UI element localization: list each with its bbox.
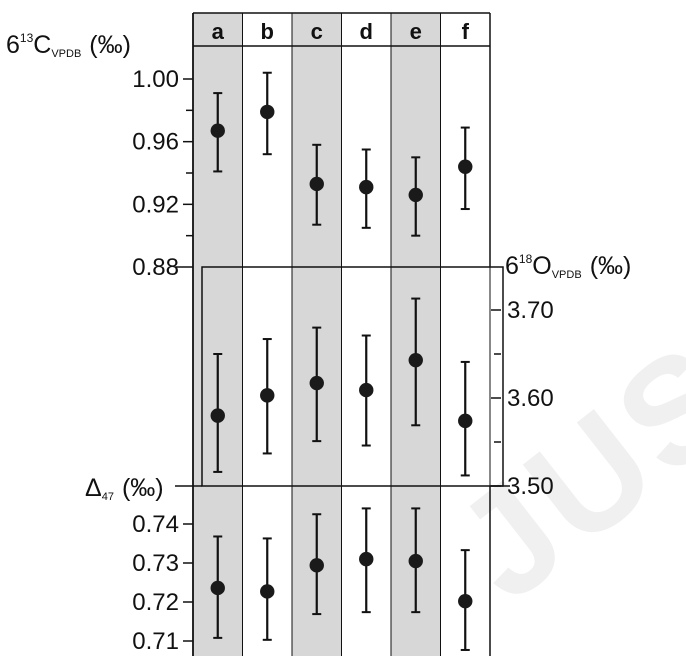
data-point: [210, 123, 225, 138]
column-label-c: c: [311, 19, 323, 44]
y-tick-label: 0.72: [132, 589, 179, 616]
axis-label-symbol: 6: [6, 31, 20, 59]
point-bottom-a: [210, 535, 225, 639]
data-point: [408, 187, 423, 203]
data-point: [359, 382, 374, 398]
y-tick-label: 3.70: [507, 297, 554, 324]
point-top-f: [458, 126, 473, 211]
axis-label-superscript: 13: [20, 31, 34, 45]
data-point: [458, 159, 473, 174]
axis-label-middle: 618OVPDB (‰): [505, 252, 631, 281]
data-point: [458, 413, 473, 429]
column-label-f: f: [462, 19, 470, 44]
data-point: [309, 375, 324, 391]
sample-header: a b c d e f: [212, 19, 470, 44]
y-tick-label: 0.74: [132, 511, 179, 538]
column-label-d: d: [360, 19, 373, 44]
y-tick-label: 0.73: [132, 550, 179, 577]
data-point: [260, 104, 275, 120]
point-bottom-d: [359, 507, 374, 614]
y-tick-label: 3.60: [507, 385, 554, 412]
point-bottom-f: [458, 549, 473, 651]
y-tick-label: 0.88: [132, 254, 179, 281]
point-top-b: [260, 71, 275, 156]
point-top-d: [359, 148, 374, 229]
panel-frames: [175, 12, 510, 656]
y-tick-label: 0.92: [132, 191, 179, 218]
data-point: [408, 352, 423, 368]
axis-label-subscript: 47: [102, 491, 114, 503]
point-bottom-e: [408, 507, 423, 614]
data-point: [210, 408, 225, 423]
data-point: [260, 584, 275, 599]
data-point: [359, 179, 374, 195]
data-point: [309, 558, 324, 573]
point-middle-d: [359, 334, 374, 447]
point-middle-c: [309, 326, 324, 443]
point-middle-b: [260, 338, 275, 455]
axis-label-top: 613CVPDB (‰): [6, 31, 131, 60]
axis-label-element: O: [532, 252, 551, 280]
axis-label-subscript: VPDB: [552, 269, 582, 281]
axis-label-unit: (‰): [89, 31, 131, 59]
point-middle-a: [210, 353, 225, 473]
axis-label-unit: (‰): [122, 474, 164, 502]
column-label-a: a: [212, 19, 225, 44]
data-point: [359, 551, 374, 567]
y-tick-label: 0.71: [132, 628, 179, 655]
axis-label-unit: (‰): [590, 252, 632, 280]
data-point: [408, 553, 423, 569]
axis-label-subscript: VPDB: [51, 48, 81, 60]
data-point: [309, 176, 324, 192]
axis-label-element: C: [33, 31, 51, 59]
point-bottom-c: [309, 513, 324, 616]
axis-label-symbol: 6: [505, 252, 519, 280]
axis-label-symbol: Δ: [85, 474, 102, 502]
y-tick-label: 1.00: [132, 66, 179, 93]
shaded-columns: [193, 13, 441, 656]
column-label-e: e: [410, 19, 422, 44]
point-top-e: [408, 156, 423, 237]
point-middle-f: [458, 360, 473, 477]
middle-panel-box: [201, 266, 504, 487]
data-point: [458, 594, 473, 609]
data-point: [260, 388, 275, 403]
y-tick-label: 3.50: [507, 473, 554, 500]
point-top-c: [309, 143, 324, 226]
axis-label-superscript: 18: [519, 252, 533, 266]
point-bottom-b: [260, 537, 275, 641]
y-tick-label: 0.96: [132, 129, 179, 156]
data-point: [210, 580, 225, 596]
column-label-b: b: [261, 19, 274, 44]
axis-label-bottom: Δ47 (‰): [85, 474, 164, 503]
point-top-a: [210, 92, 225, 173]
point-middle-e: [408, 297, 423, 427]
data-marks: [210, 71, 473, 651]
